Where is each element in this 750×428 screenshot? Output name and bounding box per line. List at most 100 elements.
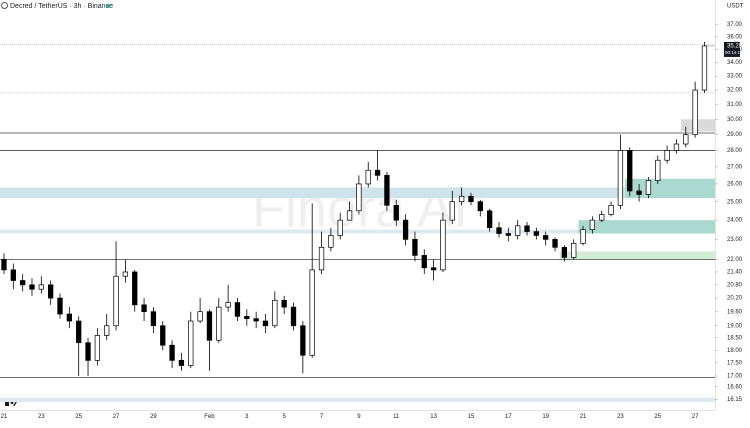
candle-body — [150, 311, 157, 327]
candle-body — [440, 219, 446, 271]
x-tick-label: 9 — [357, 414, 361, 420]
countdown-label: 00:14:16 — [725, 50, 743, 55]
zone — [681, 119, 715, 132]
candle-body — [673, 143, 680, 151]
x-tick-label: 7 — [320, 414, 324, 420]
x-tick-label: 25 — [75, 414, 82, 420]
x-tick-label: 5 — [282, 414, 286, 420]
y-tick-label: 17.50 — [727, 361, 743, 367]
candle-body — [85, 342, 91, 361]
y-tick-label: 36.00 — [727, 34, 743, 40]
y-tick-label: 23.00 — [727, 237, 743, 243]
y-tick-label: 17.00 — [727, 374, 743, 380]
candle-body — [655, 159, 661, 181]
y-tick-label: 32.00 — [727, 88, 743, 94]
candle-body — [57, 297, 63, 315]
candle-body — [272, 299, 278, 327]
y-tick-label: 19.60 — [727, 309, 743, 315]
candle-body — [374, 169, 381, 176]
x-tick-label: 23 — [38, 414, 45, 420]
candle-body — [225, 302, 231, 308]
candle-body — [10, 269, 16, 281]
candle-body — [683, 134, 689, 145]
candle-body — [356, 183, 362, 212]
y-tick-label: 30.00 — [727, 117, 743, 123]
candle-body — [580, 229, 586, 244]
x-tick-label: 23 — [617, 414, 624, 420]
last-price-box — [724, 41, 740, 57]
candle-body — [337, 219, 343, 236]
y-tick-label: 24.00 — [727, 218, 743, 224]
candle-body — [244, 315, 250, 320]
y-tick-label: 29.00 — [727, 132, 743, 138]
candle-body — [197, 311, 203, 322]
candle-body — [515, 225, 521, 236]
candle-body — [29, 284, 35, 290]
candle-body — [430, 267, 437, 271]
candle-body — [477, 201, 483, 212]
zone — [578, 220, 715, 234]
y-tick-label: 20.20 — [727, 296, 743, 302]
x-tick-label: 29 — [150, 414, 157, 420]
candle-body — [290, 306, 297, 327]
candle-body — [449, 201, 455, 221]
candle-body — [599, 214, 605, 221]
x-tick-label: 21 — [1, 414, 8, 420]
zone — [559, 251, 715, 260]
candle-body — [188, 320, 194, 366]
candle-body — [253, 318, 259, 322]
candle-body — [636, 190, 642, 195]
candle-body — [505, 233, 511, 236]
status-dot — [106, 4, 110, 8]
candle-body — [608, 204, 614, 215]
y-tick-label: 21.40 — [727, 270, 743, 276]
candle-body — [543, 235, 549, 240]
candle-body — [1, 259, 7, 271]
x-tick-label: 15 — [468, 414, 475, 420]
x-tick-label: 13 — [430, 414, 437, 420]
y-tick-label: 27.00 — [727, 164, 743, 170]
candle-body — [216, 306, 222, 341]
candle-body — [645, 180, 652, 195]
x-tick-label: 3 — [245, 414, 249, 420]
candle-body — [402, 219, 409, 240]
candle-body — [141, 304, 147, 313]
y-tick-label: 20.80 — [727, 282, 743, 288]
y-unit: USDT — [727, 4, 744, 10]
candle-body — [617, 150, 624, 206]
y-tick-label: 33.00 — [727, 74, 743, 80]
candle-body — [178, 360, 185, 366]
candle-body — [94, 335, 101, 361]
y-tick-label: 22.00 — [727, 257, 743, 263]
candle-body — [365, 169, 371, 185]
candle-body — [38, 284, 44, 290]
candle-body — [113, 275, 119, 327]
candle-body — [393, 204, 399, 221]
zone — [0, 229, 715, 234]
y-tick-label: 18.50 — [727, 335, 743, 341]
candle-body — [496, 227, 502, 234]
y-tick-label: 16.60 — [727, 384, 743, 390]
candle-body — [571, 242, 577, 258]
x-tick-label: 17 — [505, 414, 512, 420]
candle-body — [552, 239, 558, 248]
candle-body — [627, 150, 633, 192]
candle-body — [122, 271, 129, 277]
candle-body — [421, 255, 427, 269]
y-tick-label: 18.00 — [727, 348, 743, 354]
candle-body — [160, 325, 166, 346]
symbol-icon — [1, 2, 8, 9]
x-tick-label: Feb — [204, 414, 215, 420]
candle-body — [412, 239, 418, 256]
x-tick-label: 19 — [542, 414, 549, 420]
y-tick-label: 16.15 — [727, 397, 743, 403]
candle-body — [701, 45, 708, 91]
candle-body — [487, 210, 493, 229]
candle-body — [664, 150, 670, 161]
zone — [0, 397, 715, 403]
candle-body — [692, 89, 698, 135]
candle-body — [589, 219, 596, 231]
candle-body — [328, 235, 334, 248]
